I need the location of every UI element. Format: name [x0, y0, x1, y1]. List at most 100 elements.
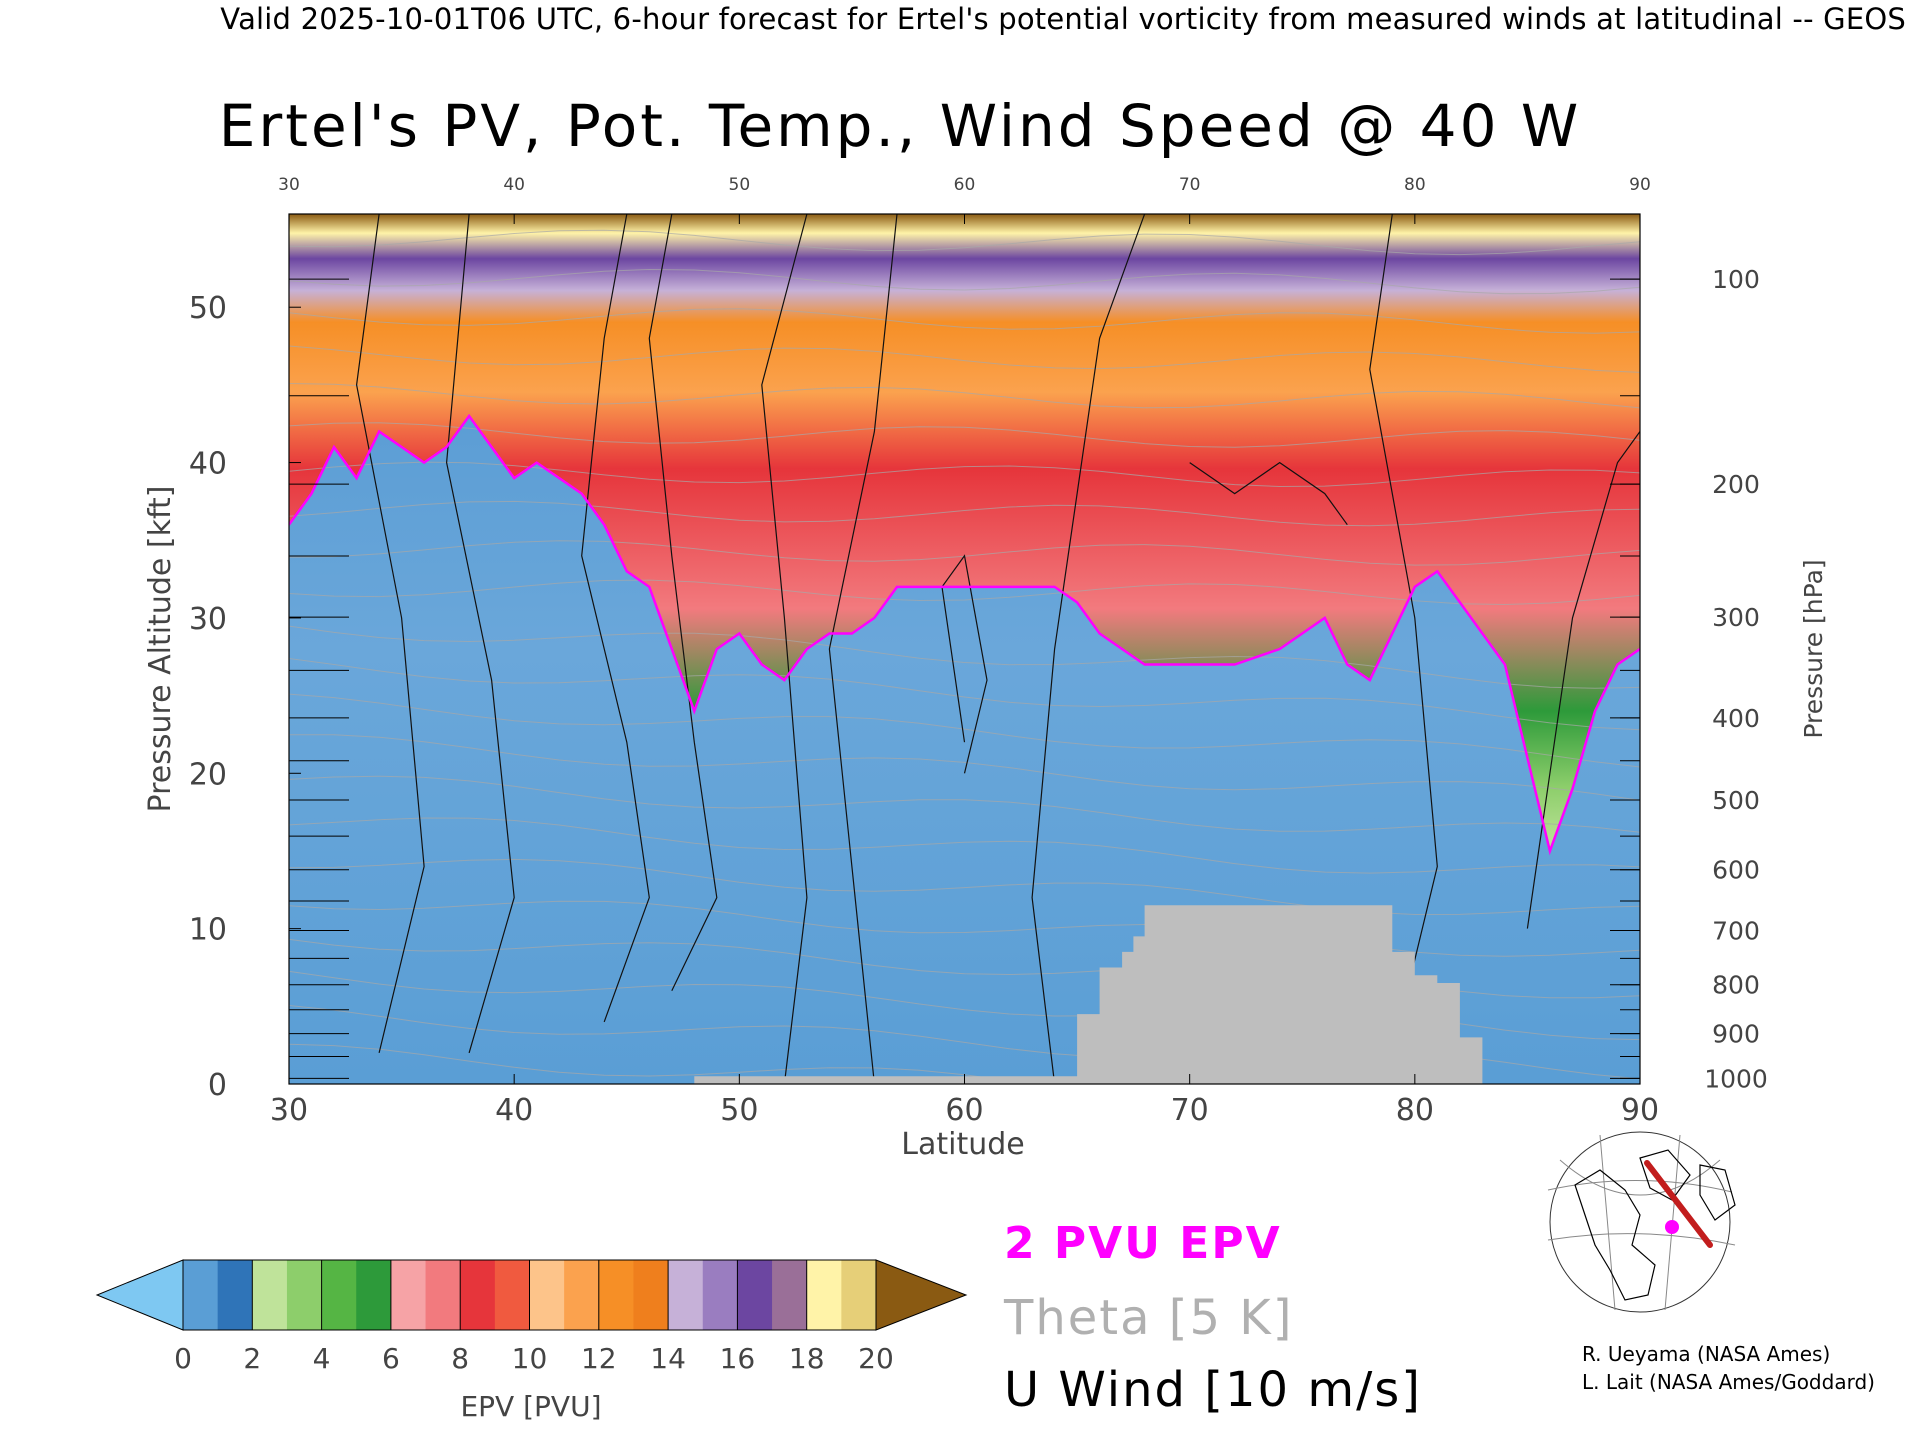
- pressure-tick-label: 700: [1712, 917, 1760, 946]
- colorbar-tick-label: 18: [789, 1342, 825, 1375]
- x-top-tick-label: 50: [729, 175, 751, 195]
- pressure-tick-label: 900: [1712, 1020, 1760, 1049]
- x-tick-label: 30: [270, 1093, 308, 1128]
- colorbar-bin: [737, 1260, 773, 1330]
- u-wind-contour: [941, 554, 988, 774]
- theta-contour: [289, 693, 1640, 768]
- pressure-tick-label: 300: [1712, 603, 1760, 632]
- colorbar-tick-label: 10: [512, 1342, 548, 1375]
- colorbar-tick-label: 2: [243, 1342, 261, 1375]
- tropopause-2pvu-line: [289, 413, 1640, 856]
- colorbar-tick-label: 14: [650, 1342, 686, 1375]
- colorbar-bin: [702, 1260, 738, 1330]
- colorbar-bin: [633, 1260, 669, 1330]
- u-wind-contour: [445, 214, 515, 1054]
- theta-contour: [289, 461, 1640, 488]
- pressure-tick-label: 400: [1712, 704, 1760, 733]
- colorbar-bin: [598, 1260, 634, 1330]
- credit-line-2: L. Lait (NASA Ames/Goddard): [1582, 1370, 1875, 1394]
- theta-contour: [289, 579, 1640, 606]
- u-wind-contour: [648, 214, 718, 992]
- y-tick-label: 10: [189, 913, 227, 948]
- forecast-header: Valid 2025-10-01T06 UTC, 6-hour forecast…: [220, 2, 1906, 36]
- colorbar-bin: [494, 1260, 530, 1330]
- colorbar-label: EPV [PVU]: [460, 1390, 601, 1423]
- colorbar-under-arrow: [95, 1259, 184, 1331]
- x-tick-label: 70: [1171, 1093, 1209, 1128]
- theta-contour: [289, 500, 1640, 527]
- u-wind-contours: [355, 214, 1640, 1084]
- u-wind-contour: [355, 214, 425, 1054]
- surface-mask: [694, 905, 1483, 1084]
- y-tick-label: 50: [189, 291, 227, 326]
- colorbar-bin: [529, 1260, 565, 1330]
- colorbar-bin: [425, 1260, 461, 1330]
- colorbar-bin: [286, 1260, 323, 1330]
- plot-area: [289, 214, 1640, 1084]
- theta-contour: [289, 308, 1640, 334]
- theta-contour: [289, 734, 1640, 801]
- x-axis-bottom: 30 40 50 60 70 80 90: [270, 1074, 1659, 1128]
- colorbar-bin: [390, 1260, 427, 1330]
- map-graticule: [1547, 1134, 1736, 1311]
- y-tick-label: 0: [208, 1068, 227, 1103]
- u-wind-contour: [761, 214, 808, 1084]
- x-tick-label: 60: [945, 1093, 983, 1128]
- stratosphere-field: [289, 214, 1640, 851]
- colorbar-over-arrow: [875, 1259, 968, 1331]
- theta-contour: [289, 383, 1640, 409]
- colorbar-tick-label: 6: [382, 1342, 400, 1375]
- colorbar-tick-label: 0: [174, 1342, 192, 1375]
- legend-theta: Theta [5 K]: [1004, 1290, 1294, 1346]
- colorbar-bin: [183, 1260, 219, 1330]
- y-axis-label-left: Pressure Altitude [kft]: [143, 486, 178, 813]
- x-top-tick-label: 70: [1179, 175, 1201, 195]
- inset-location-map: [1547, 1131, 1736, 1313]
- colorbar-bin: [217, 1260, 253, 1330]
- pressure-tick-label: 200: [1712, 470, 1760, 499]
- x-top-tick-label: 90: [1629, 175, 1651, 195]
- chart-title: Ertel's PV, Pot. Temp., Wind Speed @ 40 …: [218, 92, 1582, 160]
- x-top-tick-label: 40: [503, 175, 525, 195]
- theta-contour: [289, 268, 1640, 295]
- colorbar-bin: [668, 1260, 704, 1330]
- legend-2pvu: 2 PVU EPV: [1004, 1218, 1282, 1269]
- u-wind-contour: [1369, 214, 1438, 1054]
- u-wind-contour: [1189, 461, 1348, 526]
- map-coastlines: [1574, 1149, 1736, 1301]
- x-tick-label: 90: [1621, 1093, 1659, 1128]
- y-axis-left: 0 10 20 30 40 50: [189, 278, 349, 1103]
- u-wind-contour: [1031, 214, 1146, 1084]
- colorbar-bin: [356, 1260, 392, 1330]
- pressure-tick-label: 600: [1712, 856, 1760, 885]
- pressure-tick-label: 800: [1712, 971, 1760, 1000]
- colorbar-tick-label: 12: [581, 1342, 617, 1375]
- legend-u-wind: U Wind [10 m/s]: [1004, 1362, 1423, 1418]
- u-wind-contour: [828, 214, 898, 1084]
- colorbar-tick-label: 4: [313, 1342, 331, 1375]
- x-top-tick-label: 80: [1404, 175, 1426, 195]
- credit-line-1: R. Ueyama (NASA Ames): [1582, 1342, 1831, 1366]
- colorbar-bin: [564, 1260, 600, 1330]
- x-tick-label: 80: [1396, 1093, 1434, 1128]
- y-tick-label: 20: [189, 757, 227, 792]
- colorbar-bin: [252, 1260, 288, 1330]
- theta-contour: [289, 422, 1640, 448]
- y-axis-right-pressure: 100 200 300 400 500 600 700 800 900 1000: [1610, 265, 1768, 1093]
- colorbar-tick-label: 8: [451, 1342, 469, 1375]
- theta-contour: [289, 229, 1640, 256]
- theta-contour: [289, 817, 1640, 874]
- x-axis-label: Latitude: [901, 1127, 1024, 1162]
- x-top-tick-label: 60: [954, 175, 976, 195]
- pressure-tick-label: 100: [1712, 265, 1760, 294]
- colorbar-bin: [772, 1260, 808, 1330]
- epv-colorbar: 0 2 4 6 8 10 12 14 16 18 20: [95, 1259, 968, 1375]
- u-wind-contour: [581, 214, 650, 1023]
- x-top-tick-label: 30: [278, 175, 300, 195]
- pressure-tick-label: 1000: [1704, 1064, 1768, 1093]
- x-axis-top: 30 40 50 60 70 80 90: [278, 175, 1651, 224]
- y-tick-label: 30: [189, 602, 227, 637]
- y-tick-label: 40: [189, 447, 227, 482]
- map-globe-outline: [1549, 1131, 1731, 1313]
